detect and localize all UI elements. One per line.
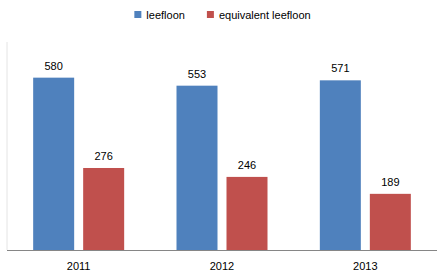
legend-label: equivalent leefloon [219,9,311,21]
bar [320,80,361,250]
data-labels: 580 276 553 246 571 189 [44,60,399,188]
x-tick-label: 2012 [210,260,234,272]
legend: leefloon equivalent leefloon [134,9,310,21]
data-label: 580 [44,60,62,72]
bar [83,168,124,250]
bar [227,177,268,250]
x-axis-line [7,250,437,251]
background [0,0,445,276]
data-label: 571 [331,62,349,74]
bar [33,78,74,250]
data-label: 553 [188,68,206,80]
bars [33,78,411,250]
x-tick-label: 2013 [353,260,377,272]
chart: 580 276 553 246 571 189 2011 2012 2013 leefloon eq… [0,0,445,276]
x-tick-label: 2011 [67,260,91,272]
legend-label: leefloon [146,9,185,21]
data-label: 246 [238,159,256,171]
y-axis-line [7,42,8,250]
bar [177,86,218,250]
bar [370,194,411,250]
data-label: 189 [381,176,399,188]
data-label: 276 [94,150,112,162]
legend-swatch [207,11,214,18]
legend-swatch [134,11,141,18]
